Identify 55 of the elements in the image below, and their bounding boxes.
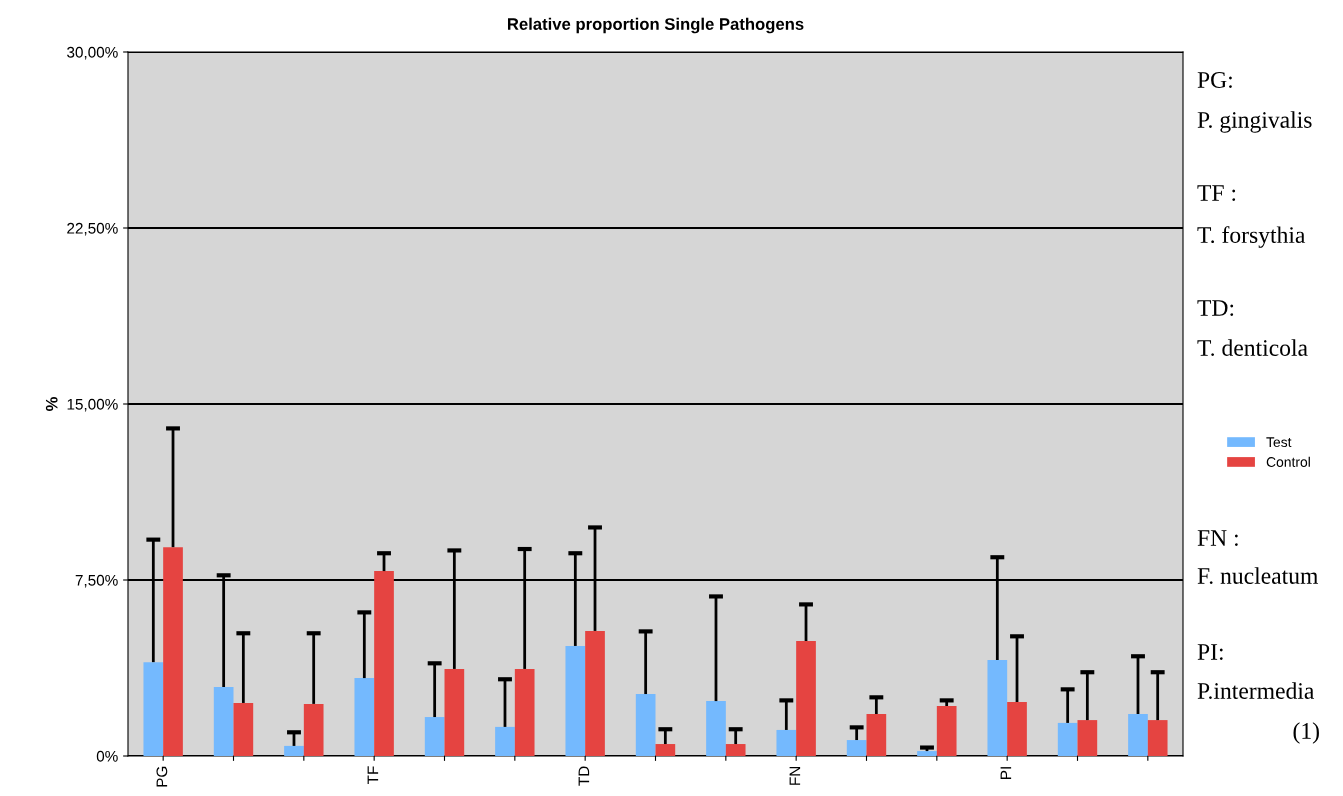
bar (213, 687, 234, 756)
bar (635, 694, 656, 756)
bar (1007, 702, 1027, 756)
bar (444, 668, 465, 756)
y-tick-label: 30,00% (67, 46, 118, 60)
text: TD: (1197, 300, 1234, 317)
bar (424, 717, 445, 756)
bar (796, 641, 816, 756)
bar (284, 745, 304, 756)
x-tick-label: PI (1000, 767, 1012, 779)
bar (143, 662, 164, 756)
bar (233, 702, 254, 756)
text: (1) (1293, 722, 1319, 744)
bar (725, 744, 746, 756)
bar (846, 740, 867, 756)
y-tick-label: 15,00% (67, 398, 118, 412)
bar (585, 630, 605, 756)
bar (354, 678, 375, 756)
bar (936, 706, 957, 756)
bar (1057, 722, 1078, 756)
bar (514, 668, 535, 756)
bar (917, 751, 937, 756)
x-tick-label: FN (789, 766, 801, 785)
x-tick-label: TD (578, 766, 590, 786)
bar (1077, 720, 1098, 756)
text: PI: (1197, 644, 1223, 661)
bar (655, 744, 676, 756)
text: TF : (1197, 185, 1236, 202)
text: P. gingivalis (1197, 111, 1312, 133)
bar (1128, 713, 1148, 756)
y-tick-label: 7,50% (75, 574, 118, 588)
x-tick-label: PG (156, 766, 168, 787)
text: F. nucleatum (1197, 567, 1319, 585)
bar (866, 713, 887, 756)
legend-label: Control (1266, 456, 1310, 467)
bar (706, 701, 726, 756)
text: FN : (1197, 530, 1238, 547)
bar (303, 703, 324, 756)
text: T. forsythia (1197, 226, 1306, 248)
y-tick-label: 0% (96, 750, 118, 762)
bar (776, 729, 797, 756)
x-tick-label: TF (367, 766, 379, 785)
chart-title: Relative proportion Single Pathogens (508, 17, 804, 34)
y-tick-label: 22,50% (67, 222, 118, 236)
bar (565, 645, 586, 756)
bar (987, 660, 1008, 756)
text: PG: (1197, 72, 1232, 89)
bar (163, 547, 183, 756)
bar (1147, 720, 1168, 756)
text: T. denticola (1197, 339, 1308, 357)
bar (374, 571, 394, 756)
legend-label: Test (1266, 437, 1292, 448)
text: P.intermedia (1197, 682, 1315, 700)
bar (495, 726, 515, 756)
y-axis-title: % (45, 397, 58, 411)
